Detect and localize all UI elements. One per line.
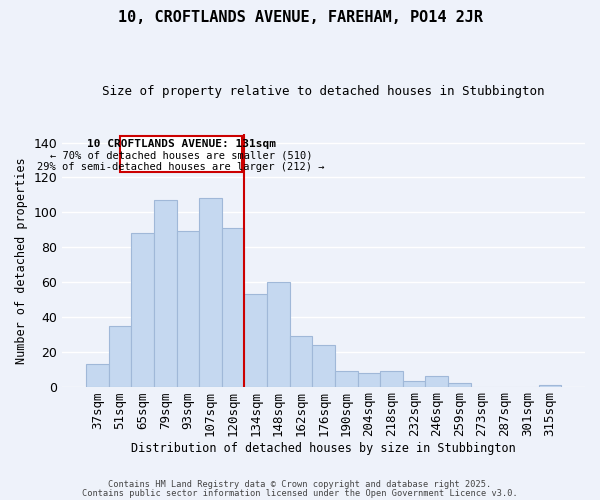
Bar: [199, 198, 222, 386]
Bar: [222, 228, 244, 386]
Text: 29% of semi-detached houses are larger (212) →: 29% of semi-detached houses are larger (…: [37, 162, 325, 172]
Text: 10, CROFTLANDS AVENUE, FAREHAM, PO14 2JR: 10, CROFTLANDS AVENUE, FAREHAM, PO14 2JR: [118, 10, 482, 25]
Text: Contains HM Land Registry data © Crown copyright and database right 2025.: Contains HM Land Registry data © Crown c…: [109, 480, 491, 489]
Title: Size of property relative to detached houses in Stubbington: Size of property relative to detached ho…: [103, 85, 545, 98]
Bar: [448, 383, 471, 386]
Bar: [313, 345, 335, 387]
Bar: [290, 336, 313, 386]
Bar: [131, 233, 154, 386]
X-axis label: Distribution of detached houses by size in Stubbington: Distribution of detached houses by size …: [131, 442, 516, 455]
Bar: [244, 294, 267, 386]
Text: ← 70% of detached houses are smaller (510): ← 70% of detached houses are smaller (51…: [50, 150, 313, 160]
Y-axis label: Number of detached properties: Number of detached properties: [15, 157, 28, 364]
Bar: [109, 326, 131, 386]
Bar: [358, 372, 380, 386]
Text: 10 CROFTLANDS AVENUE: 131sqm: 10 CROFTLANDS AVENUE: 131sqm: [86, 139, 275, 149]
Bar: [86, 364, 109, 386]
Bar: [403, 382, 425, 386]
Bar: [425, 376, 448, 386]
Bar: [267, 282, 290, 387]
Bar: [176, 232, 199, 386]
Bar: [539, 385, 561, 386]
FancyBboxPatch shape: [120, 136, 242, 172]
Text: Contains public sector information licensed under the Open Government Licence v3: Contains public sector information licen…: [82, 488, 518, 498]
Bar: [335, 371, 358, 386]
Bar: [154, 200, 176, 386]
Bar: [380, 371, 403, 386]
